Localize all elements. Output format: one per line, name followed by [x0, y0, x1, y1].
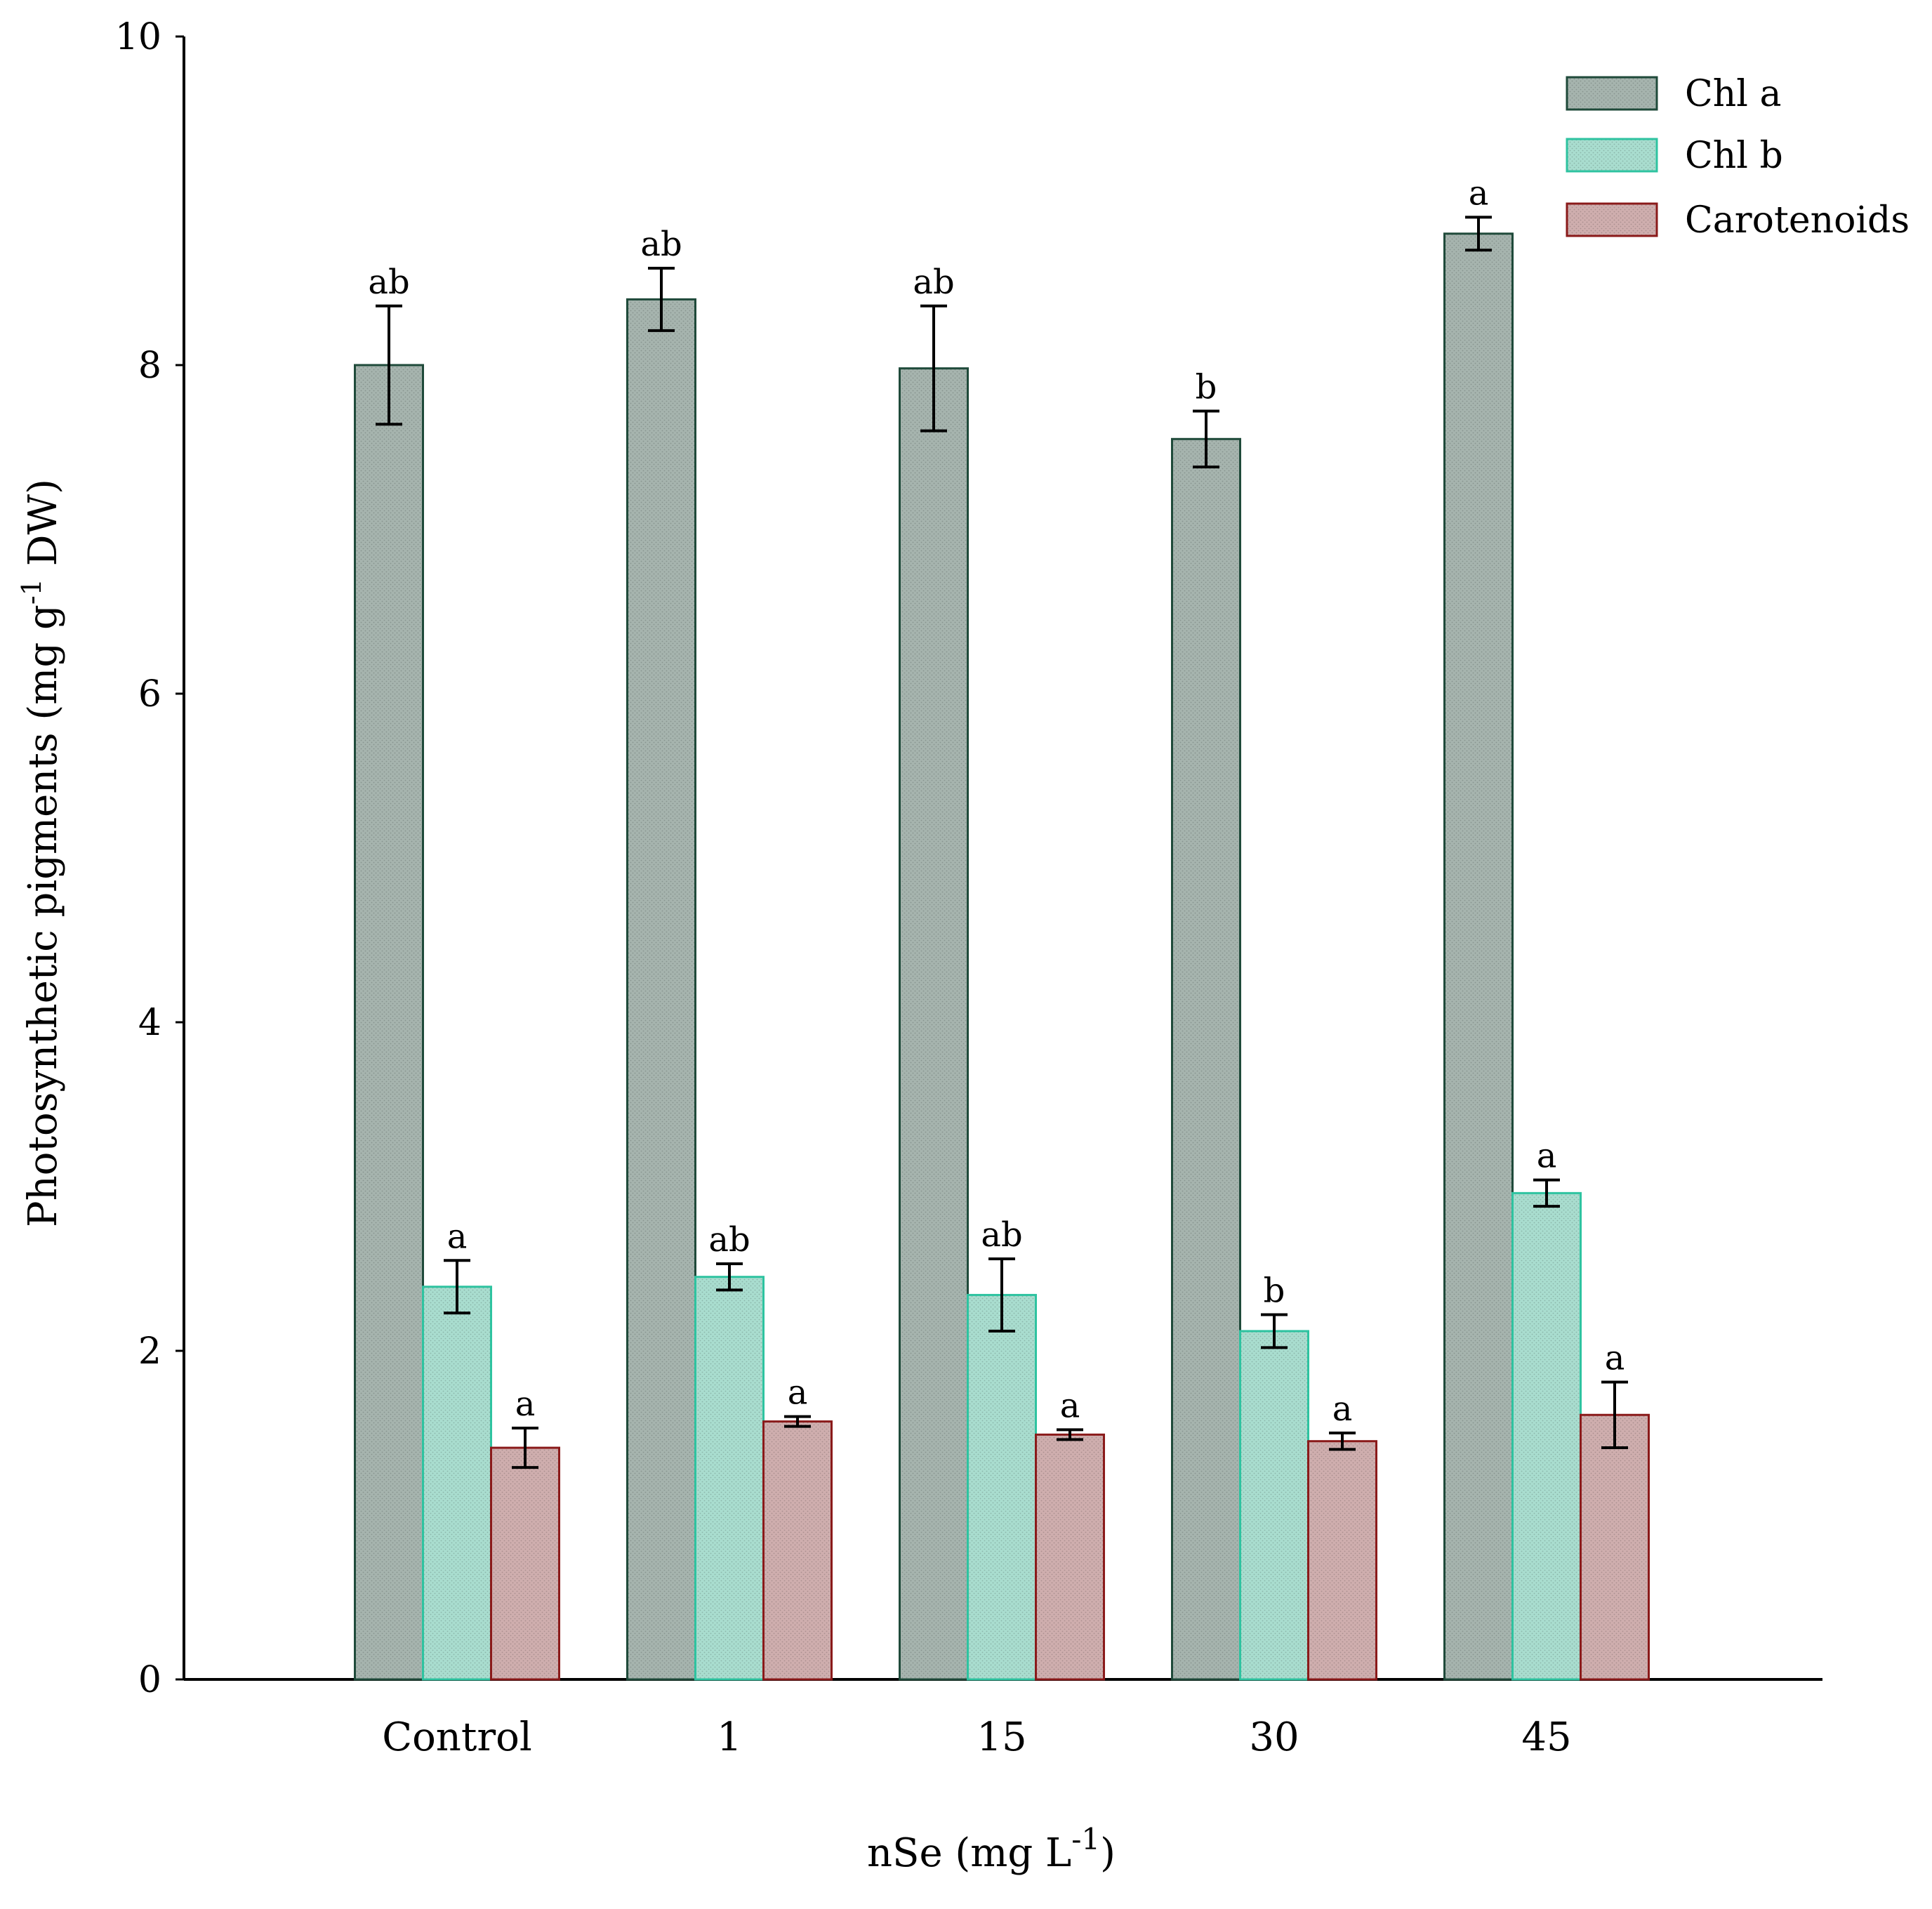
significance-letter: a: [1537, 1137, 1557, 1176]
y-axis-title-end: DW): [20, 479, 66, 579]
bar-texture: [967, 1293, 1037, 1681]
legend-swatch-texture: [1566, 76, 1658, 111]
x-tick-label: 45: [1521, 1715, 1571, 1760]
significance-letter: ab: [708, 1220, 750, 1260]
significance-letter: a: [515, 1385, 536, 1424]
bars: [354, 216, 1650, 1681]
x-tick-label: 1: [717, 1715, 742, 1760]
bar-texture: [1443, 232, 1514, 1681]
legend-label: Chl a: [1685, 73, 1781, 115]
significance-letter: a: [1469, 173, 1489, 213]
y-axis-title-main: Photosynthetic pigments (mg g: [20, 605, 66, 1227]
x-tick-label: 30: [1249, 1715, 1299, 1760]
legend-swatch-texture: [1566, 202, 1658, 237]
bar-texture: [626, 298, 696, 1681]
bar-texture: [1511, 1191, 1582, 1681]
bar-texture: [354, 364, 424, 1681]
significance-letter: b: [1196, 368, 1217, 407]
bar-texture: [1239, 1330, 1309, 1681]
significance-letter: a: [788, 1373, 808, 1413]
y-tick-label: 10: [115, 16, 161, 58]
bar-texture: [899, 367, 969, 1681]
significance-letter: ab: [981, 1215, 1022, 1255]
bar-texture: [1580, 1413, 1650, 1681]
significance-letter: a: [1060, 1386, 1080, 1425]
significance-letter: ab: [913, 263, 954, 302]
significance-letter: ab: [368, 263, 409, 302]
y-axis-title-superscript: -1: [16, 579, 47, 605]
significance-letter: a: [1605, 1338, 1625, 1378]
significance-letter: a: [1332, 1389, 1353, 1429]
x-axis-title: nSe (mg L-1): [867, 1822, 1116, 1876]
legend-label: Chl b: [1685, 135, 1783, 177]
significance-letter: a: [447, 1217, 468, 1256]
y-axis-title: Photosynthetic pigments (mg g-1 DW): [16, 479, 66, 1227]
bar-texture: [1035, 1433, 1105, 1681]
bar-texture: [1307, 1440, 1377, 1681]
y-tick-label: 8: [138, 345, 161, 387]
bar-texture: [422, 1286, 492, 1681]
legend-label: Carotenoids: [1685, 199, 1910, 242]
x-axis-title-end: ): [1100, 1830, 1116, 1876]
bar-texture: [1171, 437, 1241, 1681]
bar-texture: [762, 1420, 833, 1681]
x-axis-title-superscript: -1: [1071, 1822, 1100, 1856]
legend-swatch-texture: [1566, 138, 1658, 173]
bar-texture: [694, 1276, 765, 1681]
y-tick-label: 4: [138, 1002, 161, 1044]
significance-letter: b: [1264, 1271, 1285, 1311]
y-tick-label: 0: [138, 1659, 161, 1701]
y-tick-label: 6: [138, 673, 161, 715]
x-axis-title-main: nSe (mg L: [867, 1830, 1071, 1876]
y-tick-label: 2: [138, 1330, 161, 1373]
labels: 0 2 4 6 8 10 ab a a Control ab ab a 1 ab ab a 15 b b a 30 a a a 4…: [115, 16, 1910, 1760]
x-tick-label: Control: [382, 1715, 532, 1760]
significance-letter: ab: [640, 225, 682, 264]
bar-texture: [490, 1446, 560, 1681]
x-tick-label: 15: [977, 1715, 1026, 1760]
